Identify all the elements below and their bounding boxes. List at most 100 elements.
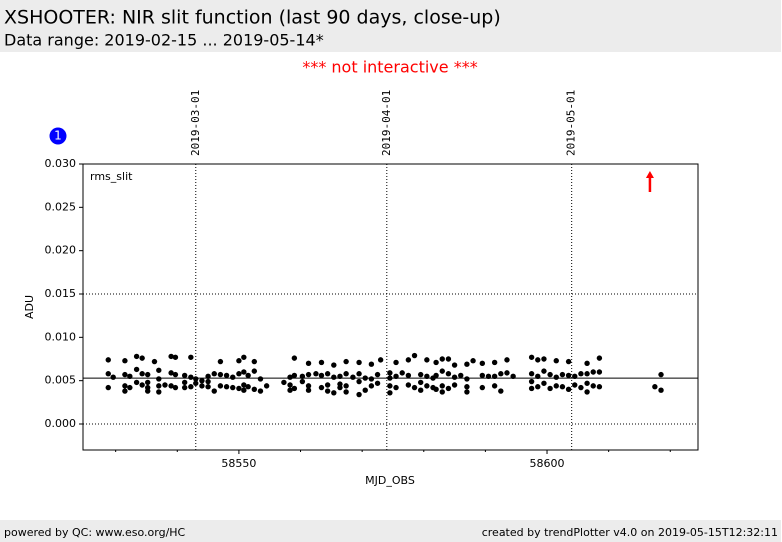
data-point	[584, 380, 590, 386]
data-point	[122, 383, 128, 389]
data-point	[162, 382, 168, 388]
data-point	[658, 387, 664, 393]
data-point	[356, 371, 362, 377]
data-point	[156, 367, 162, 373]
data-point	[387, 375, 393, 381]
data-point	[433, 359, 439, 366]
data-point	[479, 360, 486, 367]
data-point	[451, 362, 458, 368]
data-point	[528, 385, 535, 392]
data-point	[491, 373, 498, 380]
x-axis-label: MJD_OBS	[365, 474, 415, 487]
data-point	[291, 355, 298, 361]
data-point	[127, 373, 133, 380]
data-point	[263, 383, 270, 389]
data-point	[305, 387, 312, 393]
data-point	[377, 357, 384, 363]
data-point	[217, 383, 224, 389]
data-point	[223, 384, 230, 390]
data-point	[464, 389, 470, 395]
data-point	[393, 359, 399, 366]
data-point	[205, 373, 211, 380]
x-tick-label: 58600	[530, 457, 565, 470]
data-point	[553, 383, 559, 389]
data-point	[541, 380, 547, 386]
data-point	[139, 382, 145, 388]
data-point	[122, 371, 128, 378]
data-point	[479, 372, 486, 379]
data-point	[188, 374, 194, 380]
y-tick-label: 0.020	[45, 244, 77, 257]
data-point	[245, 384, 251, 390]
data-point	[156, 383, 162, 389]
data-point	[439, 389, 445, 395]
notice: *** not interactive ***	[302, 58, 477, 77]
data-point	[578, 371, 584, 377]
data-point	[305, 383, 312, 389]
data-point	[553, 358, 559, 364]
data-point	[584, 371, 590, 377]
data-point	[374, 380, 381, 386]
data-point	[133, 366, 140, 373]
data-point	[181, 384, 188, 391]
data-point	[217, 358, 224, 365]
data-point	[578, 384, 584, 391]
data-point	[498, 371, 504, 377]
data-point	[127, 384, 133, 391]
data-point	[393, 384, 399, 391]
data-point	[445, 356, 452, 362]
legend-entry: rms_slit	[90, 170, 133, 183]
data-point	[299, 373, 306, 380]
data-point	[122, 388, 128, 394]
data-point	[350, 374, 356, 380]
data-point	[193, 380, 199, 386]
data-point	[305, 371, 312, 378]
data-point	[193, 376, 199, 382]
data-point	[652, 384, 658, 390]
data-point	[236, 385, 242, 392]
data-point	[139, 371, 145, 377]
data-point	[287, 382, 293, 388]
data-point	[145, 388, 151, 394]
data-point	[565, 386, 572, 393]
data-point	[251, 386, 258, 393]
y-tick-label: 0.030	[45, 157, 77, 170]
data-point	[424, 357, 430, 363]
panel-label: 1	[54, 129, 62, 143]
data-point	[281, 379, 287, 386]
data-point	[324, 382, 331, 388]
data-point	[528, 354, 535, 360]
y-tick-label: 0.000	[45, 417, 77, 430]
data-point	[151, 358, 158, 365]
data-point	[211, 371, 217, 377]
y-axis-label: ADU	[23, 295, 36, 319]
data-point	[470, 358, 476, 364]
panel-badge	[49, 127, 67, 145]
data-point	[572, 382, 578, 388]
data-point	[110, 374, 116, 380]
data-point	[199, 383, 205, 389]
title: XSHOOTER: NIR slit function (last 90 day…	[4, 7, 501, 29]
data-point	[504, 370, 510, 376]
data-point	[324, 371, 331, 377]
data-point	[337, 384, 343, 391]
data-point	[356, 391, 362, 398]
data-point	[387, 383, 393, 389]
data-point	[236, 371, 242, 377]
data-point	[287, 387, 293, 393]
data-point	[291, 385, 298, 392]
data-point	[291, 372, 298, 379]
y-tick-label: 0.005	[45, 374, 77, 387]
data-point	[458, 372, 464, 379]
data-point	[368, 383, 375, 389]
data-point	[464, 361, 470, 367]
data-point	[439, 368, 445, 374]
data-point	[236, 358, 242, 364]
data-point	[331, 390, 337, 396]
data-point	[337, 373, 343, 380]
data-point	[343, 371, 349, 377]
data-point	[547, 385, 553, 392]
data-point	[491, 359, 498, 366]
data-point	[541, 368, 547, 374]
